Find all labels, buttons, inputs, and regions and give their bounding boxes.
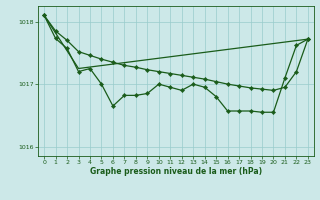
X-axis label: Graphe pression niveau de la mer (hPa): Graphe pression niveau de la mer (hPa) [90, 167, 262, 176]
